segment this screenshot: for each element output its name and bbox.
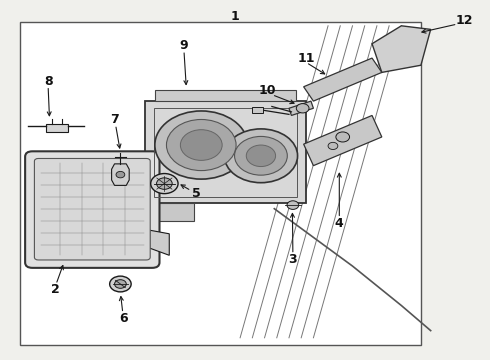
- Circle shape: [180, 130, 222, 160]
- Circle shape: [336, 132, 349, 142]
- Circle shape: [115, 280, 126, 288]
- FancyBboxPatch shape: [25, 151, 159, 268]
- Polygon shape: [289, 101, 314, 116]
- FancyBboxPatch shape: [34, 158, 150, 260]
- Polygon shape: [112, 164, 129, 185]
- Text: 9: 9: [180, 39, 188, 52]
- Bar: [20, 22, 421, 345]
- Circle shape: [110, 276, 131, 292]
- Circle shape: [116, 171, 125, 178]
- Text: 3: 3: [289, 253, 297, 266]
- Text: 10: 10: [258, 84, 276, 97]
- Circle shape: [328, 142, 338, 149]
- Bar: [46, 124, 68, 132]
- Circle shape: [287, 201, 299, 210]
- Polygon shape: [150, 230, 169, 255]
- Polygon shape: [155, 203, 194, 221]
- Circle shape: [296, 104, 309, 113]
- Circle shape: [246, 145, 275, 167]
- Polygon shape: [304, 116, 382, 166]
- Circle shape: [151, 174, 178, 194]
- Polygon shape: [145, 101, 306, 203]
- Text: 11: 11: [297, 51, 315, 64]
- Circle shape: [155, 111, 247, 179]
- Text: 4: 4: [335, 216, 343, 230]
- Circle shape: [224, 129, 297, 183]
- Text: 12: 12: [455, 14, 473, 27]
- Text: 5: 5: [192, 187, 200, 200]
- Polygon shape: [372, 26, 431, 72]
- Text: 8: 8: [44, 75, 52, 88]
- Circle shape: [157, 178, 172, 189]
- Polygon shape: [304, 58, 382, 101]
- Text: 1: 1: [231, 10, 240, 23]
- Polygon shape: [155, 90, 296, 101]
- Text: 7: 7: [110, 113, 119, 126]
- Circle shape: [167, 120, 236, 171]
- Text: 2: 2: [51, 283, 60, 296]
- Text: 6: 6: [120, 311, 128, 325]
- Bar: [252, 107, 263, 113]
- Circle shape: [235, 136, 287, 175]
